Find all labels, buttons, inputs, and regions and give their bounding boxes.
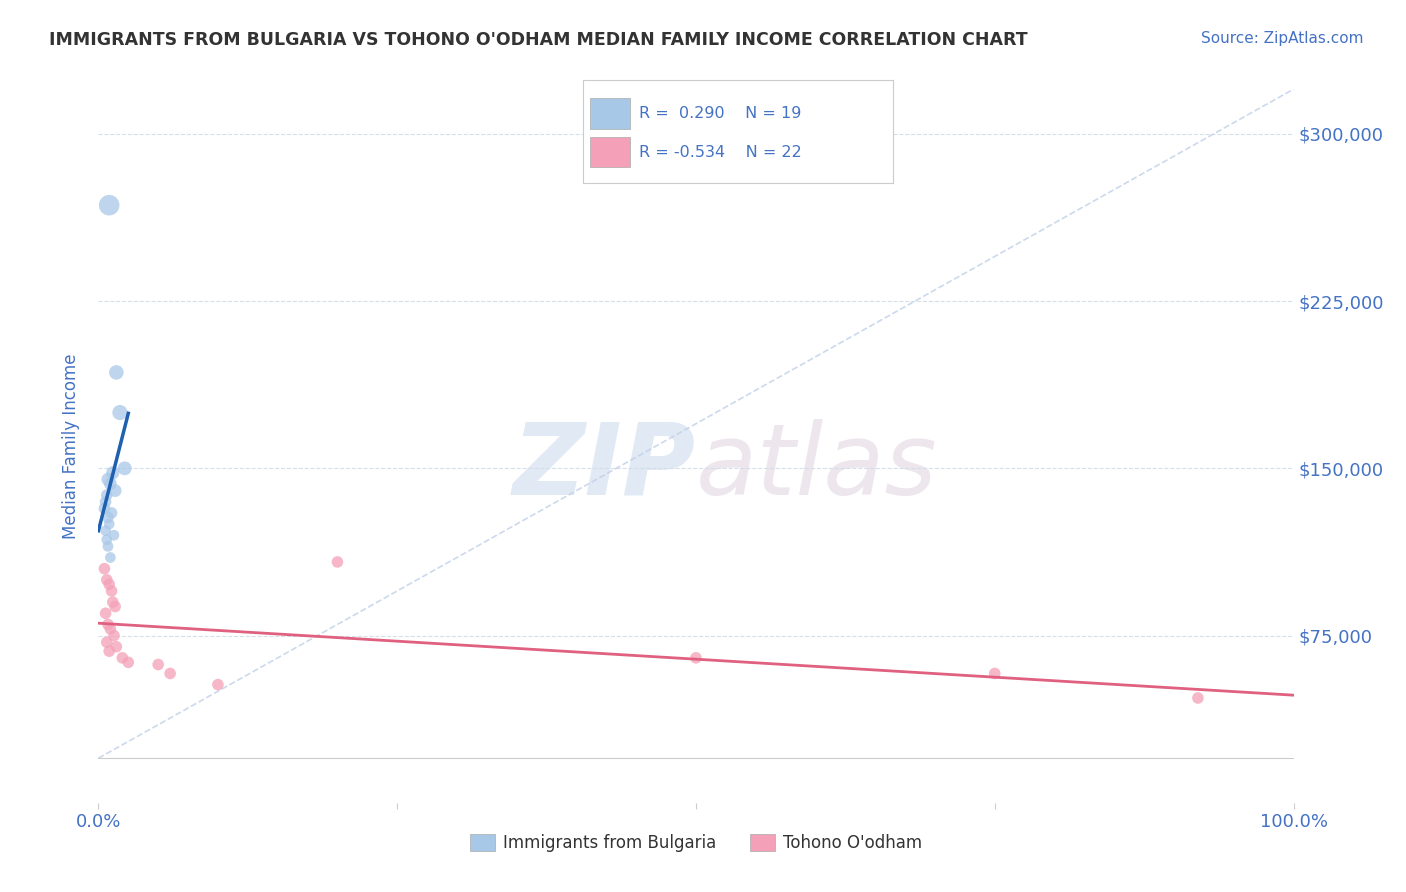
Point	[96, 533, 118, 547]
Legend: Immigrants from Bulgaria, Tohono O'odham: Immigrants from Bulgaria, Tohono O'odham	[463, 827, 929, 859]
Point	[100, 506, 122, 520]
Point	[104, 599, 127, 614]
FancyBboxPatch shape	[589, 98, 630, 129]
Point	[98, 476, 122, 491]
Point	[97, 539, 120, 553]
Point	[1187, 690, 1209, 705]
Point	[94, 494, 117, 508]
Text: atlas: atlas	[696, 419, 938, 516]
Point	[96, 488, 118, 502]
Point	[97, 617, 120, 632]
Point	[96, 635, 118, 649]
Point	[685, 651, 707, 665]
Point	[97, 472, 120, 486]
Point	[108, 405, 131, 419]
Point	[100, 583, 122, 598]
Y-axis label: Median Family Income: Median Family Income	[62, 353, 80, 539]
Point	[96, 573, 118, 587]
Text: R = -0.534    N = 22: R = -0.534 N = 22	[640, 145, 801, 160]
Point	[101, 466, 124, 480]
Point	[104, 483, 127, 498]
Point	[98, 622, 122, 636]
Point	[98, 198, 121, 212]
Text: R =  0.290    N = 19: R = 0.290 N = 19	[640, 106, 801, 121]
Text: Source: ZipAtlas.com: Source: ZipAtlas.com	[1201, 31, 1364, 46]
Point	[984, 666, 1007, 681]
Text: IMMIGRANTS FROM BULGARIA VS TOHONO O'ODHAM MEDIAN FAMILY INCOME CORRELATION CHAR: IMMIGRANTS FROM BULGARIA VS TOHONO O'ODH…	[49, 31, 1028, 49]
Point	[111, 651, 134, 665]
FancyBboxPatch shape	[589, 136, 630, 168]
Point	[207, 678, 229, 692]
Point	[326, 555, 349, 569]
Point	[105, 640, 128, 654]
Point	[148, 657, 170, 672]
Point	[94, 524, 117, 538]
Point	[103, 528, 125, 542]
Text: ZIP: ZIP	[513, 419, 696, 516]
Point	[114, 461, 136, 475]
Point	[103, 628, 125, 642]
Point	[97, 510, 120, 524]
Point	[159, 666, 181, 681]
Point	[117, 655, 139, 669]
Point	[105, 366, 128, 380]
Point	[101, 595, 124, 609]
Point	[94, 607, 117, 621]
Point	[98, 550, 122, 565]
Point	[93, 562, 115, 576]
Point	[98, 644, 121, 658]
Point	[98, 516, 121, 531]
Point	[98, 577, 121, 591]
Point	[93, 501, 115, 516]
